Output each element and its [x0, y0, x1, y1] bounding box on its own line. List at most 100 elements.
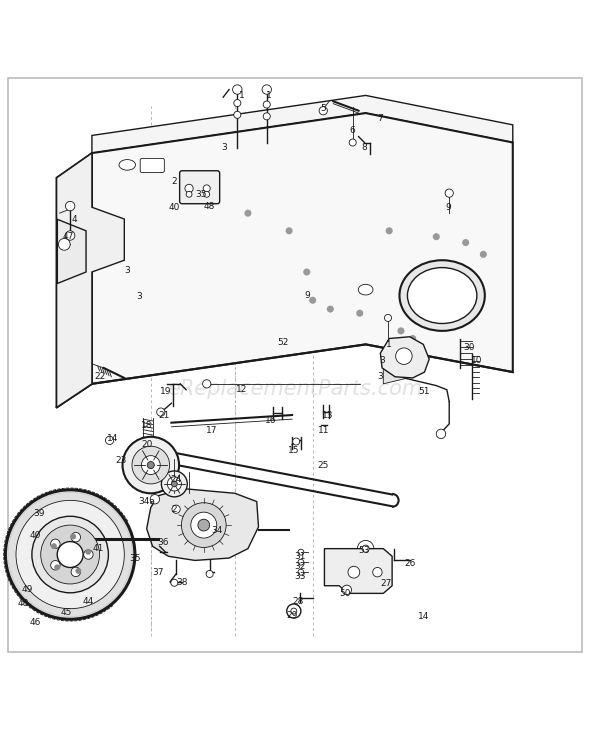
Text: 38: 38 [176, 578, 188, 588]
Circle shape [287, 604, 301, 618]
Circle shape [362, 545, 369, 552]
Text: 9: 9 [304, 291, 310, 300]
Ellipse shape [399, 260, 485, 331]
Circle shape [65, 201, 75, 211]
Circle shape [480, 251, 487, 258]
Circle shape [398, 327, 405, 334]
Circle shape [206, 570, 213, 577]
Circle shape [204, 191, 209, 197]
Text: 15: 15 [288, 446, 300, 455]
Circle shape [51, 561, 60, 570]
Circle shape [298, 549, 304, 555]
Circle shape [171, 579, 178, 586]
Circle shape [5, 490, 135, 619]
Circle shape [179, 170, 186, 177]
Text: 4: 4 [71, 215, 77, 223]
Circle shape [298, 569, 304, 575]
Text: 25: 25 [317, 461, 329, 469]
Circle shape [58, 239, 70, 250]
Circle shape [16, 500, 124, 609]
Text: 41: 41 [92, 544, 103, 553]
Text: 14: 14 [107, 434, 118, 443]
Circle shape [348, 566, 360, 578]
Text: 46: 46 [29, 618, 41, 627]
Text: 6: 6 [350, 126, 356, 135]
Circle shape [32, 516, 109, 593]
Text: 2: 2 [172, 504, 177, 514]
Circle shape [327, 306, 334, 312]
Circle shape [85, 549, 91, 555]
Circle shape [303, 269, 310, 275]
Text: 16: 16 [264, 416, 276, 426]
Text: 11: 11 [317, 426, 329, 435]
Polygon shape [381, 337, 429, 378]
Text: 7: 7 [378, 115, 384, 123]
Circle shape [76, 568, 81, 574]
Text: 34a: 34a [138, 497, 155, 506]
Text: 3: 3 [378, 372, 384, 381]
Circle shape [262, 85, 271, 94]
Circle shape [162, 471, 187, 497]
Circle shape [263, 101, 270, 108]
Text: 2: 2 [172, 177, 177, 186]
Circle shape [41, 525, 100, 584]
Circle shape [148, 461, 155, 469]
Circle shape [168, 477, 181, 491]
Text: 45: 45 [61, 607, 73, 617]
Circle shape [319, 107, 327, 115]
Text: 1: 1 [386, 340, 392, 349]
Ellipse shape [358, 285, 373, 295]
Text: 19: 19 [160, 387, 171, 396]
Circle shape [234, 111, 241, 118]
Text: 39: 39 [33, 509, 45, 518]
Circle shape [436, 429, 445, 439]
Circle shape [202, 380, 211, 388]
Circle shape [286, 227, 293, 234]
Text: 20: 20 [141, 440, 152, 449]
Circle shape [356, 310, 363, 317]
Circle shape [385, 315, 392, 321]
Text: 24: 24 [171, 475, 182, 484]
Text: 14: 14 [418, 612, 429, 621]
Text: 33: 33 [294, 572, 306, 581]
Text: 23: 23 [116, 456, 127, 465]
Text: 5: 5 [320, 104, 326, 113]
Text: 40: 40 [169, 203, 180, 212]
Circle shape [84, 550, 93, 559]
Text: 29: 29 [286, 611, 298, 620]
Circle shape [142, 442, 152, 451]
Circle shape [157, 408, 165, 416]
Circle shape [445, 189, 453, 197]
Circle shape [71, 567, 80, 577]
Polygon shape [147, 488, 258, 561]
Text: 3: 3 [124, 266, 130, 275]
Text: 31: 31 [294, 552, 306, 561]
Text: 53: 53 [359, 546, 370, 555]
Text: 51: 51 [419, 387, 430, 396]
Circle shape [232, 85, 242, 94]
Circle shape [349, 139, 356, 146]
Circle shape [298, 559, 304, 565]
Text: 12: 12 [237, 385, 248, 394]
Text: 34: 34 [212, 526, 223, 536]
Circle shape [386, 227, 393, 234]
Circle shape [197, 180, 204, 187]
Circle shape [51, 539, 60, 548]
Text: 3: 3 [136, 292, 142, 301]
Circle shape [396, 348, 412, 364]
Circle shape [51, 543, 57, 549]
Text: 3: 3 [379, 356, 385, 365]
Circle shape [373, 567, 382, 577]
Polygon shape [92, 113, 513, 384]
Text: 22: 22 [94, 372, 105, 381]
Circle shape [181, 503, 226, 548]
Text: 10: 10 [471, 356, 482, 365]
Circle shape [132, 446, 170, 484]
Text: 35: 35 [195, 190, 206, 199]
Text: 26: 26 [404, 559, 415, 569]
Circle shape [291, 608, 297, 614]
Circle shape [234, 99, 241, 107]
Circle shape [203, 185, 210, 192]
Text: 8: 8 [362, 142, 368, 152]
Text: 52: 52 [277, 338, 289, 347]
